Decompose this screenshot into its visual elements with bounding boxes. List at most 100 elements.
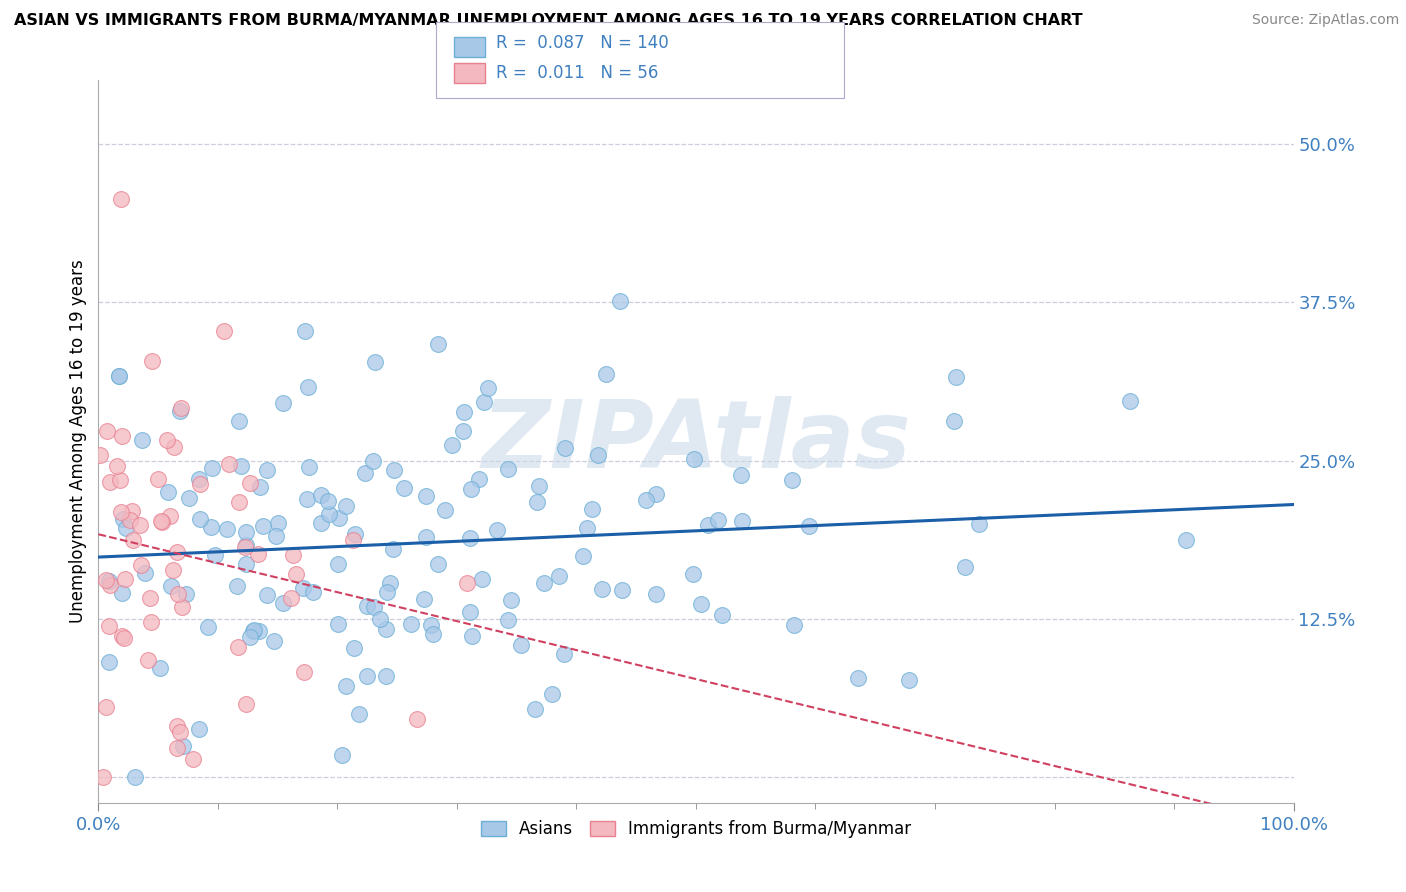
Point [797,519,820,533]
Point [172,600,194,615]
Point [283,549,305,563]
Point [524,701,547,715]
Point [215,522,238,536]
Point [111,586,134,600]
Point [115,521,138,535]
Point [114,572,136,586]
Point [200,519,222,533]
Point [945,370,967,384]
Point [441,438,464,452]
Point [156,433,179,447]
Point [415,489,437,503]
Point [228,414,250,428]
Point [533,576,555,591]
Point [188,512,211,526]
Point [188,722,211,736]
Point [711,608,734,623]
Legend: Asians, Immigrants from Burma/Myanmar: Asians, Immigrants from Burma/Myanmar [474,814,918,845]
Point [201,461,224,475]
Point [364,355,387,369]
Point [98,619,121,633]
Point [169,404,191,418]
Point [477,381,499,395]
Point [730,467,752,482]
Point [426,337,449,351]
Point [150,514,173,528]
Point [177,491,200,505]
Point [330,748,353,763]
Point [328,511,350,525]
Point [112,631,135,645]
Point [110,505,132,519]
Point [472,395,495,409]
Point [89,448,111,462]
Point [354,466,377,480]
Point [98,578,121,592]
Point [239,476,262,491]
Text: Source: ZipAtlas.com: Source: ZipAtlas.com [1251,13,1399,28]
Point [108,369,131,384]
Point [394,481,416,495]
Point [897,673,920,687]
Point [780,474,803,488]
Point [139,591,162,605]
Point [122,533,145,548]
Point [146,472,169,486]
Point [335,499,357,513]
Point [297,380,319,394]
Point [252,519,274,533]
Point [846,671,869,685]
Point [294,324,316,338]
Point [91,771,114,785]
Point [609,293,631,308]
Point [297,460,319,475]
Text: ASIAN VS IMMIGRANTS FROM BURMA/MYANMAR UNEMPLOYMENT AMONG AGES 16 TO 19 YEARS CO: ASIAN VS IMMIGRANTS FROM BURMA/MYANMAR U… [14,13,1083,29]
Point [263,634,285,648]
Point [453,405,475,419]
Point [456,576,478,591]
Point [105,459,128,474]
Point [264,529,287,543]
Point [235,540,257,554]
Point [124,771,146,785]
Point [141,615,163,629]
Point [226,579,249,593]
Point [575,521,598,535]
Point [595,367,617,381]
Point [136,652,159,666]
Point [129,518,152,533]
Point [375,623,398,637]
Point [295,492,318,507]
Point [541,687,564,701]
Point [468,472,491,486]
Point [302,585,325,599]
Point [247,624,270,638]
Point [682,567,704,582]
Point [509,638,531,652]
Point [363,454,385,468]
Point [108,368,131,383]
Point [318,507,340,521]
Point [554,441,576,455]
Point [526,494,548,508]
Point [96,699,118,714]
Text: ZIPAtlas: ZIPAtlas [481,395,911,488]
Y-axis label: Unemployment Among Ages 16 to 19 years: Unemployment Among Ages 16 to 19 years [69,260,87,624]
Point [343,527,366,541]
Point [112,512,135,526]
Point [212,324,235,338]
Point [1175,533,1198,548]
Point [188,477,211,491]
Point [170,401,193,416]
Point [471,572,494,586]
Point [422,627,444,641]
Point [328,617,350,632]
Point [174,587,197,601]
Point [108,473,131,487]
Text: R =  0.087   N = 140: R = 0.087 N = 140 [496,35,669,53]
Point [382,463,405,477]
Point [328,557,350,571]
Point [380,576,402,591]
Point [96,424,118,438]
Point [706,513,728,527]
